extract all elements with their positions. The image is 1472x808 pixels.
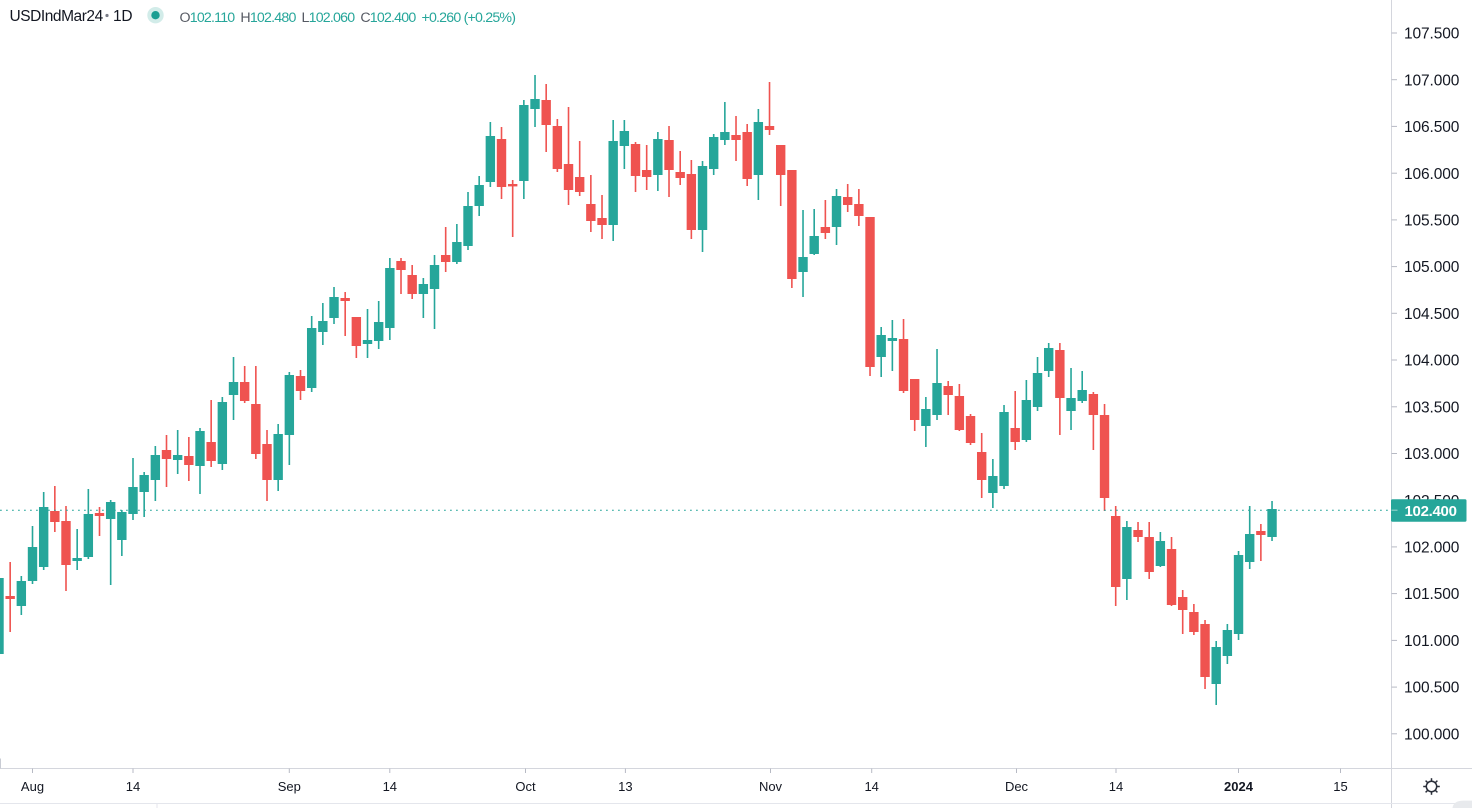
svg-text:107.000: 107.000 <box>1404 72 1460 89</box>
svg-text:14: 14 <box>864 779 878 794</box>
svg-text:Aug: Aug <box>21 779 44 794</box>
svg-text:Nov: Nov <box>759 779 783 794</box>
svg-text:103.000: 103.000 <box>1404 446 1460 463</box>
svg-text:100.000: 100.000 <box>1404 726 1460 743</box>
svg-text:102.400: 102.400 <box>1405 503 1457 520</box>
svg-text:100.500: 100.500 <box>1404 680 1460 697</box>
svg-text:101.500: 101.500 <box>1404 586 1460 603</box>
svg-text:103.500: 103.500 <box>1404 399 1460 416</box>
svg-text:Oct: Oct <box>515 779 536 794</box>
svg-text:106.000: 106.000 <box>1404 166 1460 183</box>
svg-text:101.000: 101.000 <box>1404 633 1460 650</box>
svg-text:Dec: Dec <box>1005 779 1029 794</box>
svg-text:2024: 2024 <box>1224 779 1254 794</box>
svg-text:105.500: 105.500 <box>1404 213 1460 230</box>
svg-text:1D: 1D <box>113 8 132 25</box>
svg-text:14: 14 <box>1109 779 1123 794</box>
svg-text:104.500: 104.500 <box>1404 306 1460 323</box>
svg-text:15: 15 <box>1333 779 1347 794</box>
svg-text:107.500: 107.500 <box>1404 26 1460 43</box>
svg-text:13: 13 <box>618 779 632 794</box>
svg-text:14: 14 <box>383 779 397 794</box>
svg-text:105.000: 105.000 <box>1404 259 1460 276</box>
svg-text:104.000: 104.000 <box>1404 353 1460 370</box>
svg-text:USDIndMar24: USDIndMar24 <box>10 8 104 25</box>
svg-text:102.000: 102.000 <box>1404 540 1460 557</box>
svg-text:106.500: 106.500 <box>1404 119 1460 136</box>
svg-text:14: 14 <box>126 779 140 794</box>
svg-text:Sep: Sep <box>278 779 301 794</box>
